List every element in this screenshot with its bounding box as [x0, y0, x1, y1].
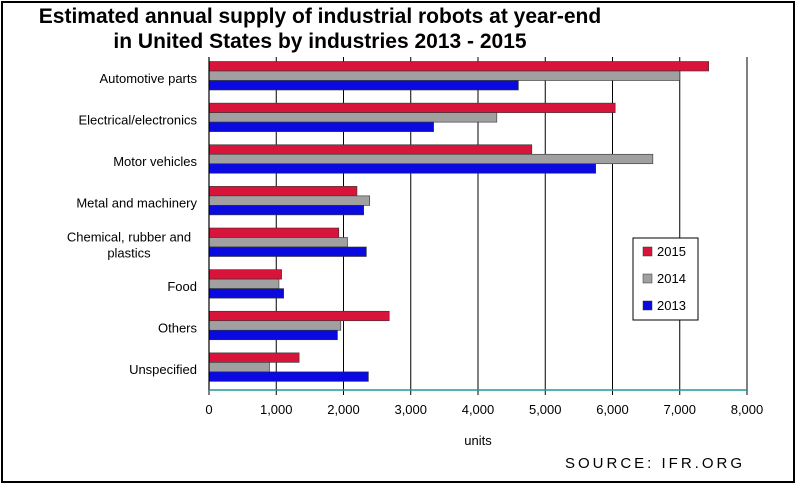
- bar-2014: [208, 195, 371, 206]
- bar-2015: [208, 227, 340, 238]
- bar-2013: [208, 246, 367, 257]
- bar-2014: [208, 70, 681, 81]
- y-category-label: Automotive parts: [99, 71, 197, 86]
- source-note: SOURCE: IFR.ORG: [565, 455, 746, 472]
- chart-title: Estimated annual supply of industrial ro…: [0, 4, 640, 54]
- legend-label-2014: 2014: [657, 271, 686, 286]
- bar-2013: [208, 205, 364, 216]
- y-category-label: Unspecified: [129, 362, 197, 377]
- y-category-label: Motor vehicles: [113, 154, 197, 169]
- chart-title-line-1: Estimated annual supply of industrial ro…: [38, 5, 602, 28]
- chart-title-line-2: in United States by industries 2013 - 20…: [113, 30, 527, 53]
- legend-swatch-2015: [642, 246, 653, 257]
- bar-2013: [208, 121, 434, 132]
- bar-2014: [208, 153, 654, 165]
- x-tick-label: 6,000: [596, 402, 629, 417]
- y-category-label: Chemical, rubber and: [67, 229, 191, 244]
- bar-2013: [208, 329, 338, 341]
- x-tick-label: 2,000: [327, 402, 360, 417]
- y-category-label: Electrical/electronics: [79, 112, 198, 127]
- bar-2015: [208, 61, 709, 72]
- bar-2013: [208, 80, 519, 91]
- x-axis-label: units: [464, 433, 492, 448]
- bar-2013: [208, 163, 596, 174]
- y-category-label: Metal and machinery: [76, 196, 197, 211]
- x-tick-label: 5,000: [529, 402, 562, 417]
- bar-2015: [208, 352, 300, 363]
- legend-swatch-2013: [642, 300, 653, 311]
- bar-2015: [208, 269, 282, 280]
- bar-2014: [208, 362, 270, 373]
- bar-2015: [208, 310, 390, 322]
- x-tick-label: 7,000: [663, 402, 696, 417]
- legend-swatch-2014: [642, 273, 653, 284]
- bar-2014: [208, 112, 498, 123]
- bar-2015: [208, 102, 616, 113]
- y-category-label: plastics: [107, 245, 151, 260]
- legend-label-2015: 2015: [657, 244, 686, 259]
- x-tick-label: 4,000: [462, 402, 495, 417]
- x-tick-label: 0: [205, 402, 212, 417]
- x-tick-label: 8,000: [731, 402, 764, 417]
- bar-2014: [208, 237, 348, 248]
- y-category-label: Food: [167, 279, 197, 294]
- bar-2015: [208, 186, 358, 197]
- x-tick-label: 3,000: [394, 402, 427, 417]
- x-tick-label: 1,000: [260, 402, 293, 417]
- y-category-label: Others: [158, 321, 198, 336]
- bar-2013: [208, 371, 369, 382]
- legend-label-2013: 2013: [657, 298, 686, 313]
- bar-2013: [208, 288, 284, 299]
- bar-2014: [208, 320, 342, 331]
- bar-2015: [208, 144, 533, 155]
- bar-2014: [208, 278, 280, 289]
